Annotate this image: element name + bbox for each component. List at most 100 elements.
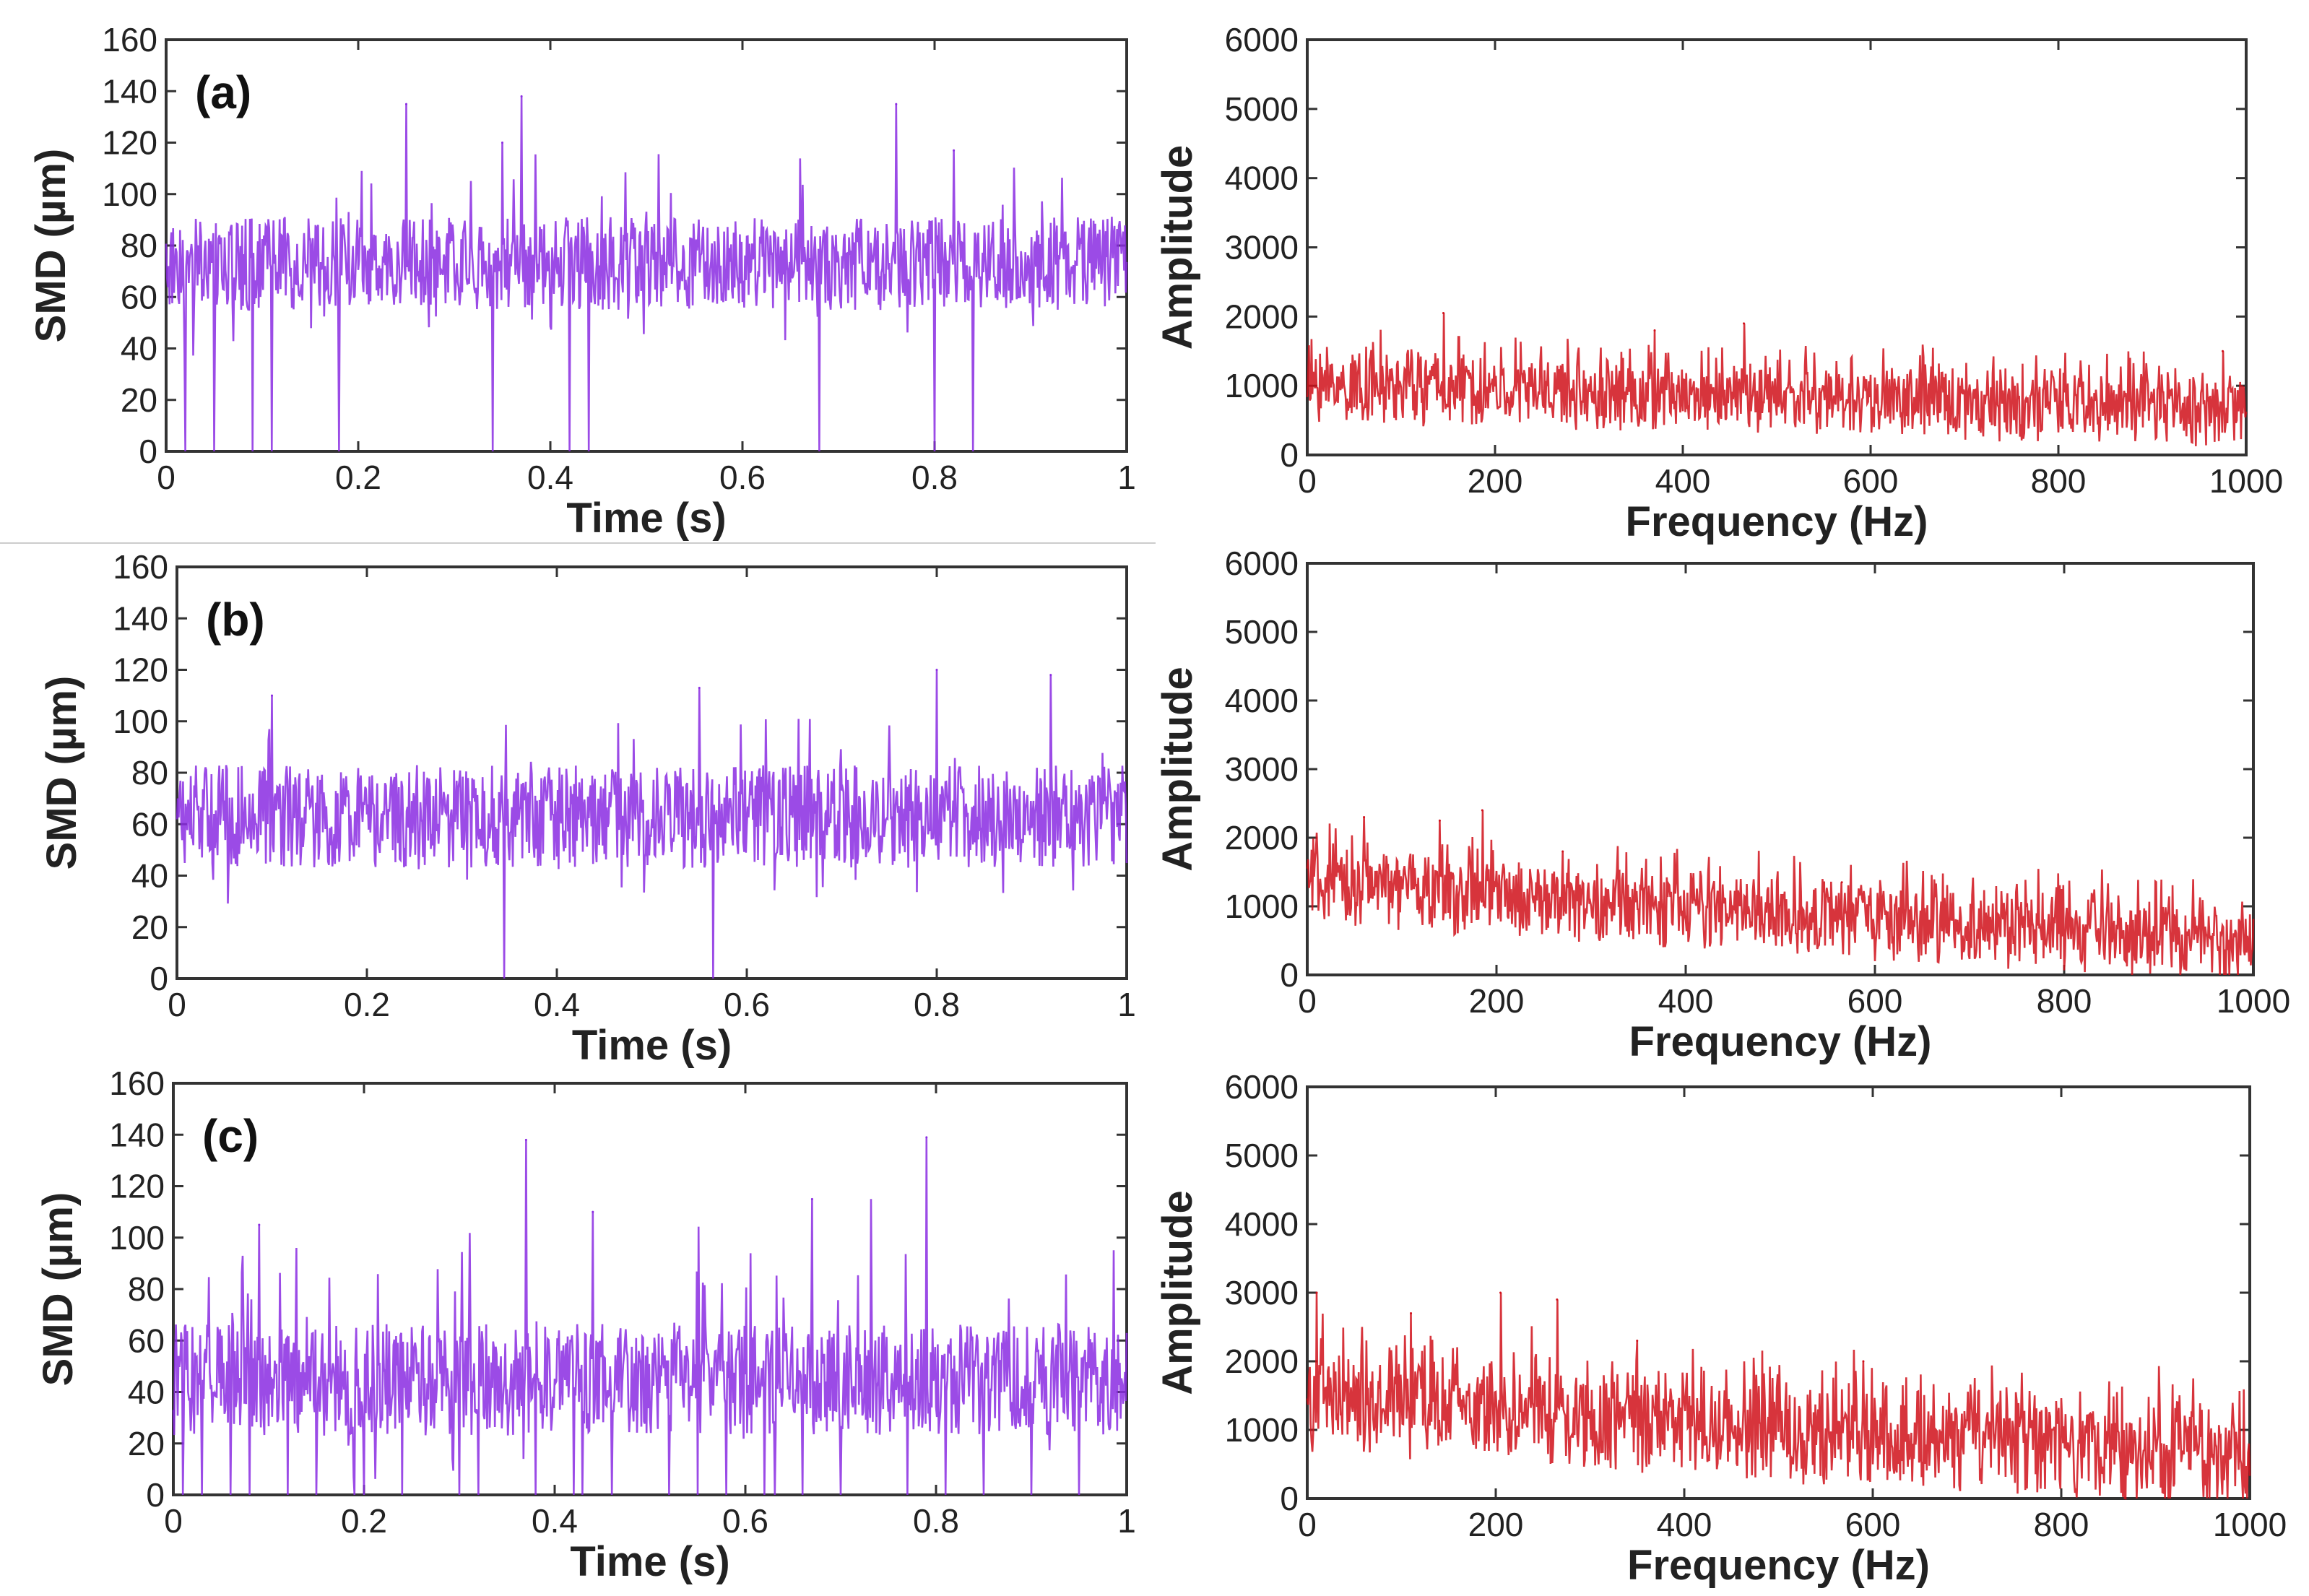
y-axis-title: Amplitude bbox=[1154, 145, 1201, 350]
y-tick-label: 120 bbox=[102, 124, 157, 162]
x-tick-label: 600 bbox=[1845, 1506, 1901, 1543]
y-tick-label: 6000 bbox=[1225, 1068, 1299, 1106]
x-tick-label: 0 bbox=[157, 459, 176, 496]
y-tick-label: 4000 bbox=[1225, 160, 1299, 197]
y-tick-label: 80 bbox=[131, 754, 168, 792]
x-tick-label: 0 bbox=[1298, 462, 1317, 500]
peak-point bbox=[895, 103, 898, 105]
y-tick-label: 5000 bbox=[1225, 90, 1299, 128]
y-tick-label: 0 bbox=[139, 433, 157, 470]
y-tick-label: 100 bbox=[113, 703, 168, 740]
x-axis-title: Frequency (Hz) bbox=[1629, 1018, 1932, 1065]
peak-point bbox=[1561, 850, 1564, 853]
peak-point bbox=[1499, 1291, 1502, 1294]
y-tick-label: 6000 bbox=[1225, 21, 1299, 58]
x-tick-label: 0 bbox=[1298, 982, 1317, 1020]
y-tick-label: 60 bbox=[121, 278, 157, 316]
series-line bbox=[176, 669, 1128, 979]
x-tick-label: 200 bbox=[1468, 462, 1523, 500]
y-tick-label: 140 bbox=[102, 72, 157, 110]
peak-point bbox=[953, 149, 956, 152]
peak-point bbox=[1743, 322, 1745, 325]
peak-point bbox=[1636, 1340, 1639, 1342]
x-tick-label: 0 bbox=[168, 986, 186, 1023]
x-tick-label: 400 bbox=[1657, 1506, 1712, 1543]
peak-point bbox=[524, 1138, 527, 1141]
x-tick-label: 0.8 bbox=[914, 986, 960, 1023]
peak-point bbox=[1315, 1291, 1318, 1294]
y-tick-label: 20 bbox=[128, 1425, 165, 1462]
peak-point bbox=[810, 1197, 813, 1200]
y-tick-label: 160 bbox=[102, 21, 157, 58]
y-axis-title: Amplitude bbox=[1154, 667, 1201, 872]
x-axis-title: Frequency (Hz) bbox=[1627, 1542, 1930, 1589]
x-tick-label: 800 bbox=[2031, 462, 2087, 500]
series-line bbox=[165, 96, 1128, 452]
x-axis-title: Time (s) bbox=[566, 495, 726, 542]
x-tick-label: 0 bbox=[1298, 1506, 1317, 1543]
peak-point bbox=[698, 686, 701, 689]
peak-point bbox=[1556, 1298, 1559, 1301]
y-tick-label: 80 bbox=[121, 227, 157, 264]
y-axis-title: Amplitude bbox=[1154, 1190, 1201, 1395]
peak-point bbox=[1438, 819, 1441, 822]
peak-point bbox=[925, 1136, 928, 1139]
y-tick-label: 140 bbox=[109, 1116, 165, 1153]
y-tick-label: 1000 bbox=[1225, 888, 1299, 925]
peak-point bbox=[592, 1210, 594, 1213]
y-tick-label: 100 bbox=[102, 175, 157, 213]
y-tick-label: 0 bbox=[1280, 1480, 1299, 1517]
y-tick-label: 0 bbox=[146, 1476, 165, 1514]
y-tick-label: 120 bbox=[109, 1168, 165, 1205]
y-tick-label: 0 bbox=[1280, 436, 1299, 474]
peak-point bbox=[1481, 809, 1483, 812]
chart-panel-6: 0 1000 2000 3000 4000 5000 6000 0 200 400 600 800 10… bbox=[1154, 1068, 2287, 1589]
peak-point bbox=[405, 103, 407, 105]
x-tick-label: 0.4 bbox=[534, 986, 580, 1023]
y-tick-label: 60 bbox=[131, 805, 168, 843]
x-tick-label: 600 bbox=[1843, 462, 1899, 500]
peak-point bbox=[1653, 329, 1656, 331]
chart-panel-2: 0 1000 2000 3000 4000 5000 6000 0 200 400 600 800 10… bbox=[1154, 21, 2283, 545]
y-tick-label: 80 bbox=[128, 1270, 165, 1308]
y-tick-label: 1000 bbox=[1225, 367, 1299, 404]
y-tick-label: 0 bbox=[150, 960, 168, 997]
x-tick-label: 0.6 bbox=[724, 986, 770, 1023]
x-axis-title: Time (s) bbox=[570, 1538, 729, 1585]
peak-point bbox=[1410, 1312, 1413, 1314]
panel-label: (a) bbox=[195, 66, 251, 118]
peak-point bbox=[1442, 312, 1444, 315]
y-tick-label: 20 bbox=[131, 908, 168, 946]
y-tick-label: 5000 bbox=[1225, 1137, 1299, 1174]
x-tick-label: 1000 bbox=[2217, 982, 2290, 1020]
y-axis-title: SMD (µm) bbox=[35, 1192, 82, 1387]
peak-point bbox=[258, 1223, 261, 1226]
peak-point bbox=[1840, 881, 1843, 884]
x-tick-label: 200 bbox=[1468, 1506, 1524, 1543]
series-line bbox=[1306, 810, 2255, 976]
peak-point bbox=[2222, 350, 2224, 352]
y-tick-label: 3000 bbox=[1225, 750, 1299, 788]
peak-point bbox=[501, 142, 503, 144]
y-tick-label: 5000 bbox=[1225, 613, 1299, 651]
y-tick-label: 60 bbox=[128, 1322, 165, 1359]
x-tick-label: 400 bbox=[1655, 462, 1711, 500]
x-tick-label: 0.2 bbox=[335, 459, 381, 496]
x-tick-label: 1 bbox=[1117, 1502, 1136, 1540]
y-axis-title: SMD (µm) bbox=[27, 149, 74, 343]
x-tick-label: 1 bbox=[1117, 986, 1136, 1023]
x-axis-title: Frequency (Hz) bbox=[1626, 498, 1928, 545]
y-tick-label: 160 bbox=[113, 548, 168, 586]
x-tick-label: 400 bbox=[1658, 982, 1714, 1020]
x-tick-label: 1 bbox=[1117, 459, 1136, 496]
panel-label: (c) bbox=[202, 1110, 259, 1162]
y-tick-label: 0 bbox=[1280, 956, 1299, 994]
peak-point bbox=[271, 694, 273, 697]
x-tick-label: 0.8 bbox=[913, 1502, 959, 1540]
x-tick-label: 200 bbox=[1469, 982, 1525, 1020]
peak-point bbox=[1049, 674, 1052, 677]
x-tick-label: 800 bbox=[2034, 1506, 2089, 1543]
series-line bbox=[1306, 1292, 2251, 1500]
x-tick-label: 0.6 bbox=[719, 459, 766, 496]
